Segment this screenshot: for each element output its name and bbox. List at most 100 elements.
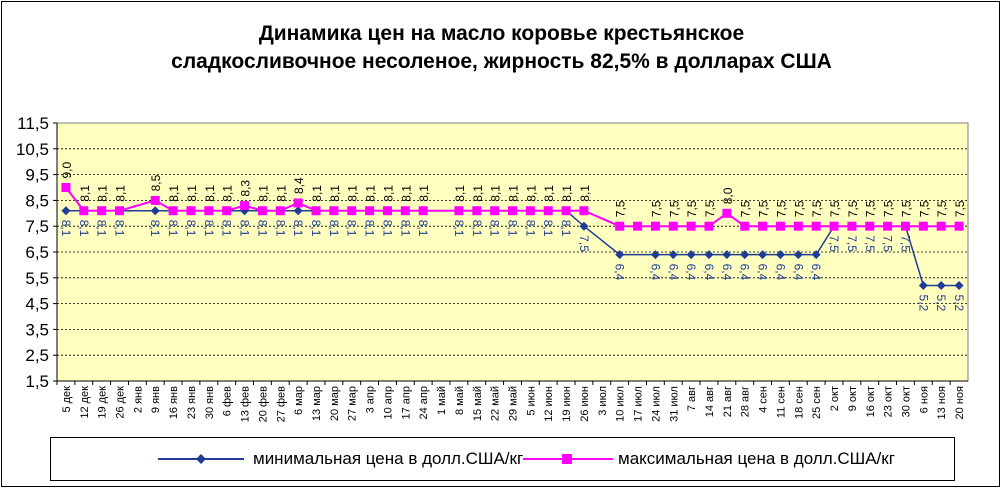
min-data-label: 8,1: [95, 220, 109, 237]
min-data-label: 6,4: [738, 264, 752, 281]
max-price-point: [115, 206, 125, 216]
max-price-point: [811, 221, 821, 231]
x-tick-label: 19 июн: [561, 386, 573, 422]
min-data-label: 8,1: [541, 220, 555, 237]
max-data-label: 8,1: [453, 185, 467, 202]
min-price-point: [686, 250, 696, 260]
max-data-label: 7,5: [810, 200, 824, 217]
max-price-point: [472, 206, 482, 216]
max-price-point: [382, 206, 392, 216]
max-data-label: 7,5: [614, 200, 628, 217]
min-price-point: [954, 281, 964, 291]
min-data-label: 7,5: [898, 235, 912, 252]
max-data-label: 7,5: [739, 200, 753, 217]
min-data-label: 8,1: [184, 220, 198, 237]
min-data-label: 8,1: [238, 220, 252, 237]
x-tick-label: 3 апр: [365, 386, 377, 413]
max-data-label: 8,1: [417, 185, 431, 202]
min-data-label: 6,4: [720, 264, 734, 281]
max-data-label: 8,1: [542, 185, 556, 202]
min-data-label: 8,1: [59, 220, 73, 237]
chart-title-line-2: сладкосливочное несоленое, жирность 82,5…: [171, 50, 832, 73]
x-tick-label: 26 июн: [579, 386, 591, 422]
min-price-point: [775, 250, 785, 260]
max-price-point: [293, 198, 303, 208]
max-price-point: [722, 208, 732, 218]
x-tick-label: 29 май: [508, 386, 520, 421]
x-tick-label: 20 фев: [257, 386, 269, 422]
max-price-point: [97, 206, 107, 216]
max-price-point: [918, 221, 928, 231]
max-price-point: [615, 221, 625, 231]
x-tick-label: 2 янв: [132, 386, 144, 413]
max-price-point: [329, 206, 339, 216]
max-price-point: [150, 195, 160, 205]
min-data-label: 7,5: [863, 235, 877, 252]
line-chart: 1,5 2,5 3,5 4,5 5,5 6,5 7,5 8,5 9,5 10,5 11,5 5 дек…: [16, 114, 969, 422]
min-data-label: 8,1: [380, 220, 394, 237]
max-price-point: [543, 206, 553, 216]
max-price-point: [311, 206, 321, 216]
max-data-label: 7,5: [864, 200, 878, 217]
min-data-label: 8,1: [255, 220, 269, 237]
max-price-point: [418, 206, 428, 216]
x-tick-label: 30 янв: [204, 386, 216, 419]
x-tick-label: 14 авг: [704, 386, 716, 417]
max-data-label: 8,1: [221, 185, 235, 202]
min-data-label: 8,1: [166, 220, 180, 237]
x-tick-label: 21 авг: [722, 386, 734, 417]
legend-marker-max-icon: [523, 454, 613, 464]
x-tick-label: 7 авг: [686, 386, 698, 411]
x-tick-label: 27 мар: [347, 386, 359, 421]
max-price-point: [222, 206, 232, 216]
x-tick-label: 19 дек: [97, 386, 109, 419]
x-tick-label: 2 окт: [829, 386, 841, 411]
x-tick-label: 23 янв: [186, 386, 198, 419]
min-data-label: 8,1: [77, 220, 91, 237]
max-data-label: 8,1: [328, 185, 342, 202]
x-tick-label: 18 сен: [793, 386, 805, 419]
min-price-point: [918, 281, 928, 291]
max-price-point: [793, 221, 803, 231]
min-data-label: 6,4: [684, 264, 698, 281]
max-price-point: [847, 221, 857, 231]
min-data-label: 6,4: [773, 264, 787, 281]
min-data-label: 5,2: [934, 295, 948, 312]
min-data-label: 8,1: [452, 220, 466, 237]
max-price-point: [883, 221, 893, 231]
min-data-label: 7,5: [577, 235, 591, 252]
x-tick-label: 26 дек: [115, 386, 127, 419]
max-data-label: 8,1: [560, 185, 574, 202]
y-tick-label: 9,5: [25, 166, 49, 185]
min-price-point: [740, 250, 750, 260]
max-price-point: [79, 206, 89, 216]
min-data-label: 7,5: [827, 235, 841, 252]
max-price-point: [347, 206, 357, 216]
min-price-point: [615, 250, 625, 260]
x-tick-label: 1 май: [436, 386, 448, 415]
y-tick-label: 2,5: [25, 346, 49, 365]
max-data-label: 8,1: [203, 185, 217, 202]
x-tick-label: 3 июл: [597, 386, 609, 416]
chart-title: Динамика цен на масло коровье крестьянск…: [0, 20, 1003, 76]
x-tick-label: 22 май: [490, 386, 502, 421]
max-data-label: 8,0: [721, 187, 735, 204]
min-data-label: 8,1: [523, 220, 537, 237]
max-price-point: [758, 221, 768, 231]
min-data-label: 8,1: [309, 220, 323, 237]
min-price-point: [936, 281, 946, 291]
max-data-label: 7,5: [899, 200, 913, 217]
y-tick-label: 7,5: [25, 217, 49, 236]
min-data-label: 8,1: [202, 220, 216, 237]
max-data-label: 8,1: [96, 185, 110, 202]
min-data-label: 8,1: [559, 220, 573, 237]
x-tick-label: 25 сен: [811, 386, 823, 419]
min-data-label: 8,1: [363, 220, 377, 237]
legend: минимальная цена в долл.США/кг максималь…: [50, 437, 955, 481]
max-price-point: [61, 183, 71, 192]
min-price-point: [150, 206, 160, 216]
max-data-label: 8,1: [346, 185, 360, 202]
max-data-label: 7,5: [792, 200, 806, 217]
max-data-label: 8,1: [507, 185, 521, 202]
max-price-point: [633, 221, 643, 231]
